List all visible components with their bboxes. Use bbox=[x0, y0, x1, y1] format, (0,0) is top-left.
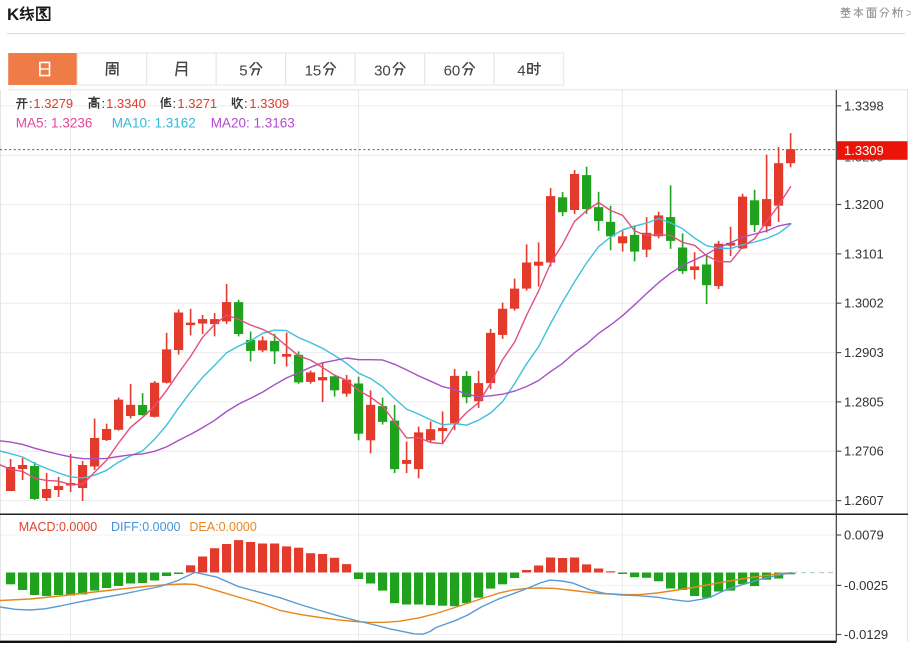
svg-text:MACD:0.0000: MACD:0.0000 bbox=[19, 520, 98, 534]
svg-text::: : bbox=[173, 96, 177, 111]
svg-text:4: 4 bbox=[517, 63, 525, 80]
svg-text:DEA:0.0000: DEA:0.0000 bbox=[189, 520, 256, 534]
svg-text:30: 30 bbox=[374, 63, 391, 80]
svg-text:1.2805: 1.2805 bbox=[844, 394, 884, 409]
svg-text:1.3279: 1.3279 bbox=[33, 96, 73, 111]
svg-text::: : bbox=[29, 96, 33, 111]
svg-text:60: 60 bbox=[444, 63, 461, 80]
svg-text::: : bbox=[244, 96, 248, 111]
svg-text:1.3309: 1.3309 bbox=[249, 96, 289, 111]
svg-text:1.2607: 1.2607 bbox=[844, 493, 884, 508]
svg-text:5: 5 bbox=[239, 63, 247, 80]
svg-text::: : bbox=[102, 96, 106, 111]
svg-text:0.0079: 0.0079 bbox=[844, 528, 884, 543]
svg-text:K: K bbox=[7, 5, 20, 24]
svg-text:-0.0129: -0.0129 bbox=[844, 627, 888, 642]
svg-text:MA5: 1.3236: MA5: 1.3236 bbox=[16, 116, 93, 131]
svg-text:1.3271: 1.3271 bbox=[177, 96, 217, 111]
svg-text:MA10: 1.3162: MA10: 1.3162 bbox=[112, 116, 196, 131]
svg-text:1.2903: 1.2903 bbox=[844, 345, 884, 360]
svg-text:1.3309: 1.3309 bbox=[844, 143, 884, 158]
svg-text:DIFF:0.0000: DIFF:0.0000 bbox=[111, 520, 181, 534]
svg-text:1.3398: 1.3398 bbox=[844, 98, 884, 113]
svg-text:1.3340: 1.3340 bbox=[106, 96, 146, 111]
svg-text:1.2706: 1.2706 bbox=[844, 444, 884, 459]
svg-text:>: > bbox=[906, 6, 911, 20]
svg-text:MA20: 1.3163: MA20: 1.3163 bbox=[211, 116, 295, 131]
svg-text:-0.0025: -0.0025 bbox=[844, 578, 888, 593]
svg-text:1.3200: 1.3200 bbox=[844, 197, 884, 212]
svg-text:1.3101: 1.3101 bbox=[844, 246, 884, 261]
svg-text:1.3002: 1.3002 bbox=[844, 296, 884, 311]
svg-text:15: 15 bbox=[305, 63, 322, 80]
